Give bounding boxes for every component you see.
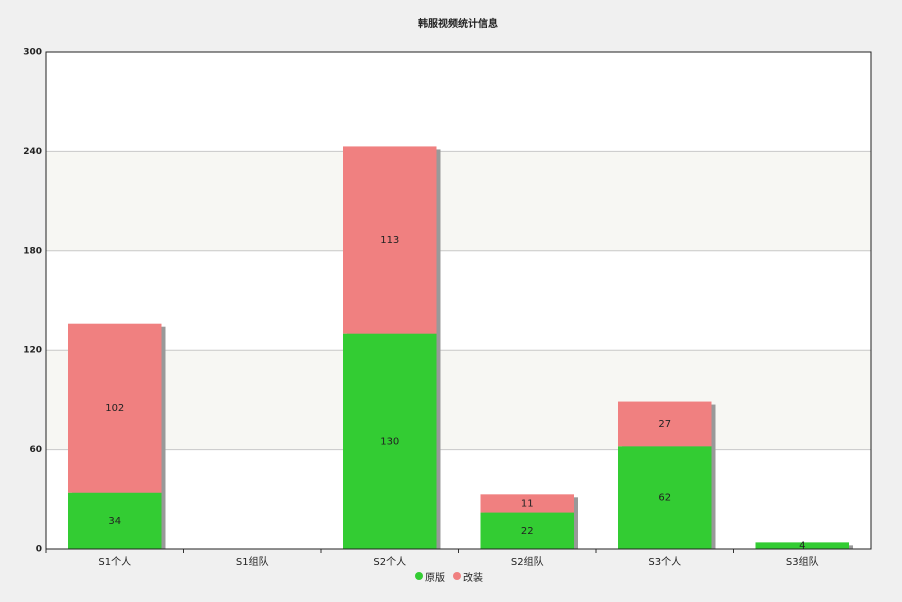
bar-segment [68, 492, 162, 549]
data-label: 102 [105, 403, 124, 414]
y-tick-label: 120 [23, 346, 42, 356]
bar-segment [480, 494, 574, 513]
data-label: 22 [521, 526, 534, 537]
bar-segment [480, 512, 574, 549]
data-label: 4 [799, 541, 805, 552]
legend-label: 原版 [425, 571, 445, 584]
bar-segment [68, 323, 162, 493]
data-label: 113 [380, 235, 399, 246]
y-tick-label: 300 [23, 48, 42, 58]
bar-segment [343, 333, 437, 549]
x-tick-label: S3个人 [648, 556, 681, 568]
bar-segment [755, 542, 849, 549]
legend-marker [415, 572, 423, 580]
data-label: 34 [108, 516, 121, 527]
x-tick-label: S1个人 [98, 556, 131, 568]
chart-title: 韩服视频统计信息 [418, 17, 498, 30]
data-label: 27 [658, 419, 671, 430]
legend-label: 改装 [463, 571, 483, 584]
bar-segment [618, 446, 712, 549]
y-tick-label: 240 [23, 147, 42, 157]
y-tick-label: 180 [23, 246, 42, 256]
data-label: 62 [658, 493, 671, 504]
plot-area [46, 52, 871, 549]
legend-marker [453, 572, 461, 580]
x-tick-label: S3组队 [786, 555, 819, 568]
x-tick-label: S2组队 [511, 555, 544, 568]
data-label: 11 [521, 498, 534, 509]
y-tick-label: 60 [29, 445, 42, 455]
x-tick-label: S2个人 [373, 556, 406, 568]
bar-segment [343, 146, 437, 334]
grid-band [46, 151, 871, 251]
plot-border [45, 51, 872, 550]
x-tick-label: S1组队 [236, 555, 269, 568]
y-tick-label: 0 [36, 545, 42, 555]
grid-band [46, 350, 871, 450]
data-label: 130 [380, 436, 399, 447]
bar-segment [618, 401, 712, 447]
